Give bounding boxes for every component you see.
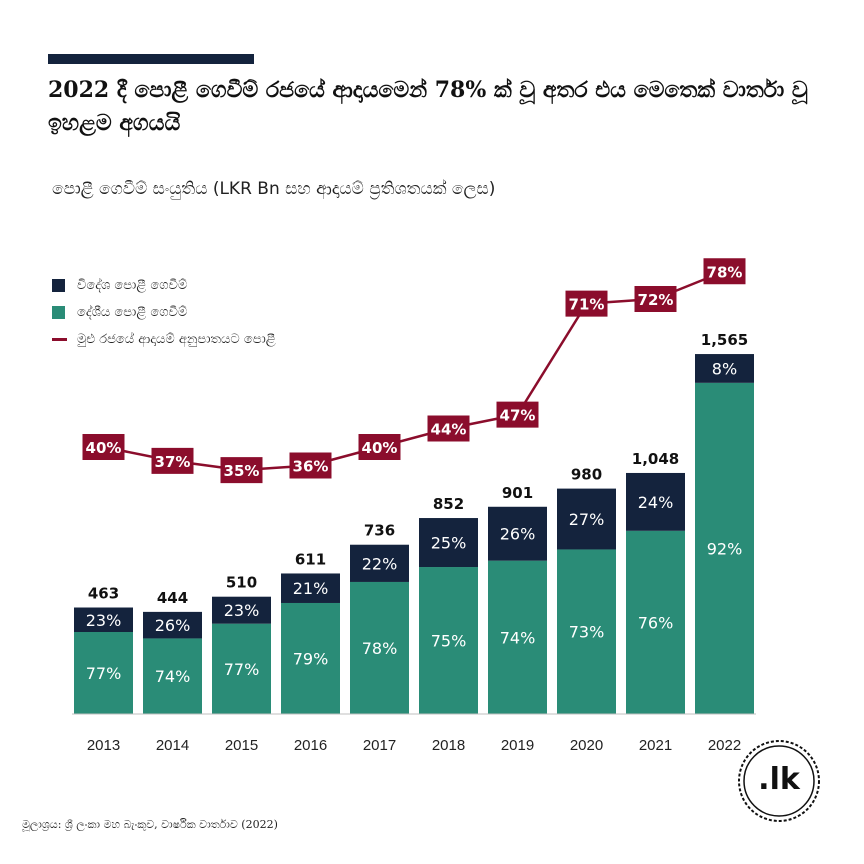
ratio-marker bbox=[634, 286, 677, 312]
x-tick-label: 2014 bbox=[156, 737, 189, 754]
source-note: මූලාශ්‍රය: ශ්‍රී ලංකා මහ බැංකුව, වාර්ෂික… bbox=[22, 818, 278, 831]
ratio-marker bbox=[220, 457, 263, 484]
data-label-domestic: 75% bbox=[431, 632, 467, 651]
ratio-marker bbox=[358, 434, 401, 460]
x-tick-label: 2015 bbox=[225, 737, 258, 754]
bar-domestic bbox=[350, 581, 409, 714]
ratio-label: 37% bbox=[155, 453, 191, 471]
data-label-domestic: 92% bbox=[707, 539, 743, 558]
data-label-foreign: 25% bbox=[431, 534, 467, 553]
ratio-label: 72% bbox=[638, 291, 674, 309]
data-label-total: 1,565 bbox=[701, 331, 748, 349]
bar-domestic bbox=[212, 623, 271, 714]
data-label-domestic: 78% bbox=[362, 639, 398, 658]
bar-foreign bbox=[695, 354, 754, 383]
data-label-domestic: 73% bbox=[569, 623, 605, 642]
bar-foreign bbox=[281, 573, 340, 603]
x-tick-label: 2019 bbox=[501, 737, 534, 754]
legend-item-foreign: විදේශ පොළී ගෙවීම් bbox=[52, 274, 276, 296]
data-label-total: 980 bbox=[571, 466, 602, 484]
data-label-foreign: 8% bbox=[712, 359, 737, 378]
ratio-line bbox=[103, 270, 725, 472]
legend-item-ratio: මුළු රජයේ ආදායම් අනුපාතයට පොළී bbox=[52, 328, 276, 350]
data-label-domestic: 77% bbox=[224, 660, 260, 679]
x-tick-label: 2021 bbox=[639, 737, 672, 754]
bar-domestic bbox=[281, 602, 340, 714]
ratio-marker bbox=[565, 290, 608, 317]
logo-text: .lk bbox=[758, 762, 800, 797]
legend-item-domestic: දේශීය පොළී ගෙවීම් bbox=[52, 301, 276, 323]
legend-label-foreign: විදේශ පොළී ගෙවීම් bbox=[77, 277, 188, 293]
data-label-foreign: 22% bbox=[362, 554, 398, 573]
bar-foreign bbox=[212, 596, 271, 624]
data-label-total: 1,048 bbox=[632, 450, 679, 468]
bar-domestic bbox=[143, 638, 202, 714]
bar-foreign bbox=[488, 506, 547, 561]
x-tick-label: 2017 bbox=[363, 737, 396, 754]
x-tick-label: 2020 bbox=[570, 737, 603, 754]
logo-badge-icon bbox=[738, 740, 820, 822]
data-label-domestic: 74% bbox=[155, 667, 191, 686]
data-label-foreign: 23% bbox=[224, 601, 260, 620]
ratio-label: 44% bbox=[431, 421, 467, 439]
data-label-foreign: 21% bbox=[293, 579, 329, 598]
data-label-foreign: 26% bbox=[155, 616, 191, 635]
bar-domestic bbox=[488, 560, 547, 714]
data-label-foreign: 26% bbox=[500, 525, 536, 544]
x-tick-label: 2018 bbox=[432, 737, 465, 754]
data-label-foreign: 23% bbox=[86, 611, 122, 630]
data-label-foreign: 27% bbox=[569, 510, 605, 529]
data-label-domestic: 77% bbox=[86, 664, 122, 683]
data-label-total: 510 bbox=[226, 574, 257, 592]
data-label-domestic: 79% bbox=[293, 649, 329, 668]
chart-subtitle: පොළී ගෙවීම් සංයුතිය (LKR Bn සහ ආදායම් ප්… bbox=[52, 179, 496, 199]
ratio-marker bbox=[496, 401, 539, 428]
bar-domestic bbox=[626, 530, 685, 714]
ratio-label: 71% bbox=[569, 296, 605, 314]
data-label-total: 611 bbox=[295, 550, 326, 568]
bar-domestic bbox=[74, 632, 133, 714]
ratio-label: 78% bbox=[707, 263, 743, 281]
ratio-label: 35% bbox=[224, 462, 260, 480]
bar-foreign bbox=[557, 488, 616, 550]
site-logo: .lk bbox=[736, 738, 822, 824]
ratio-marker bbox=[151, 447, 194, 474]
ratio-marker bbox=[82, 434, 125, 460]
ratio-label: 36% bbox=[293, 458, 329, 476]
bar-foreign bbox=[143, 611, 202, 639]
data-label-total: 901 bbox=[502, 484, 533, 502]
x-tick-label: 2013 bbox=[87, 737, 120, 754]
bar-domestic bbox=[695, 382, 754, 714]
legend-swatch-foreign bbox=[52, 278, 65, 292]
data-label-domestic: 76% bbox=[638, 613, 674, 632]
ratio-label: 47% bbox=[500, 407, 536, 425]
legend-swatch-domestic bbox=[52, 305, 65, 319]
x-tick-label: 2016 bbox=[294, 737, 327, 754]
data-label-total: 736 bbox=[364, 522, 395, 540]
bar-foreign bbox=[626, 472, 685, 531]
legend: විදේශ පොළී ගෙවීම් දේශීය පොළී ගෙවීම් මුළු… bbox=[52, 274, 276, 355]
data-label-total: 444 bbox=[157, 589, 188, 607]
bar-foreign bbox=[350, 544, 409, 582]
ratio-marker bbox=[427, 415, 470, 442]
data-label-domestic: 74% bbox=[500, 628, 536, 647]
ratio-marker bbox=[289, 452, 332, 479]
legend-label-domestic: දේශීය පොළී ගෙවීම් bbox=[77, 304, 188, 320]
bar-foreign bbox=[419, 518, 478, 568]
data-label-total: 463 bbox=[88, 585, 119, 603]
ratio-label: 40% bbox=[86, 439, 122, 457]
chart-title: 2022 දී පොළී ගෙවීම් රජයේ ආදායමෙන් 78% ක්… bbox=[48, 77, 808, 136]
top-rule bbox=[48, 54, 254, 64]
bar-domestic bbox=[557, 549, 616, 714]
data-label-total: 852 bbox=[433, 495, 464, 513]
bar-domestic bbox=[419, 567, 478, 714]
legend-label-ratio: මුළු රජයේ ආදායම් අනුපාතයට පොළී bbox=[77, 331, 276, 347]
legend-swatch-ratio bbox=[52, 337, 67, 341]
x-tick-label: 2022 bbox=[708, 737, 741, 754]
bar-foreign bbox=[74, 607, 133, 633]
data-label-foreign: 24% bbox=[638, 493, 674, 512]
ratio-label: 40% bbox=[362, 439, 398, 457]
ratio-marker bbox=[703, 258, 746, 285]
